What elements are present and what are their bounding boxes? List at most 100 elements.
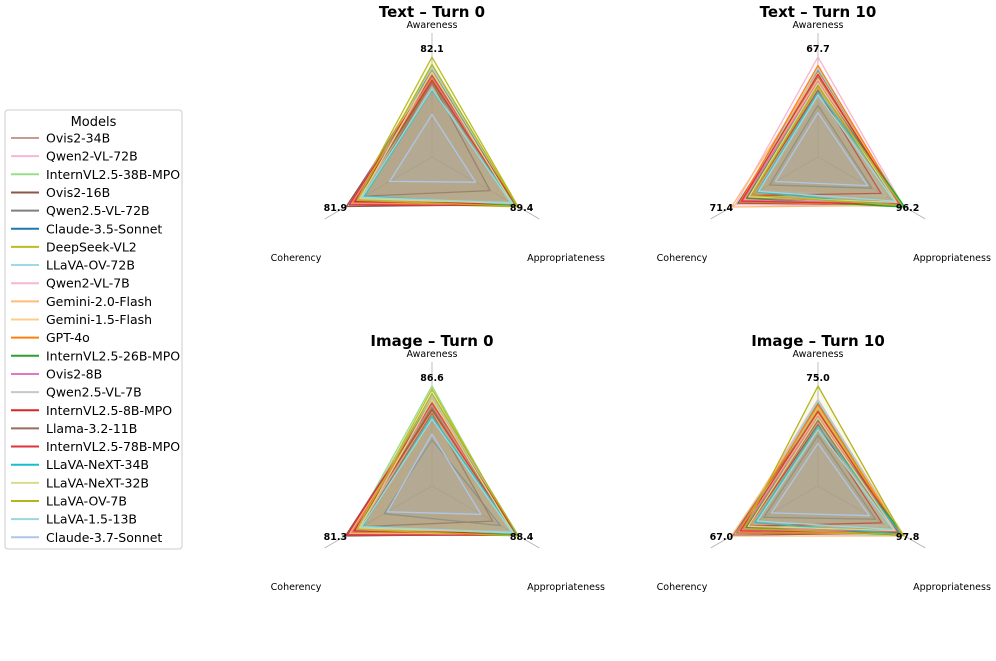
legend-entry: LLaVA-OV-7B <box>11 494 127 509</box>
legend-label: Qwen2.5-VL-72B <box>46 203 150 218</box>
axis-label-awareness: Awareness <box>406 20 457 31</box>
axis-spoke <box>324 156 433 220</box>
series-polygon <box>359 71 514 205</box>
panel-title: Image – Turn 10 <box>751 332 885 350</box>
series-polygon <box>361 88 513 204</box>
legend-label: InternVL2.5-8B-MPO <box>46 403 172 418</box>
legend-label: Ovis2-8B <box>46 366 102 381</box>
legend-entry: Gemini-1.5-Flash <box>11 312 152 327</box>
legend-label: Ovis2-16B <box>46 185 110 200</box>
axis-label-awareness: Awareness <box>406 349 457 360</box>
legend-label: InternVL2.5-38B-MPO <box>46 167 180 182</box>
axis-max-label: 81.9 <box>324 203 347 214</box>
legend-label: Qwen2-VL-72B <box>46 149 138 164</box>
series-polygon <box>389 113 477 183</box>
series-polygon <box>756 429 894 531</box>
axis-max-label: 67.7 <box>806 44 829 55</box>
legend-entry: GPT-4o <box>11 330 90 345</box>
legend-label: Qwen2.5-VL-7B <box>46 385 142 400</box>
legend-entry: Qwen2.5-VL-7B <box>11 385 142 400</box>
legend-label: LLaVA-NeXT-34B <box>46 457 149 472</box>
axis-max-label: 67.0 <box>710 532 734 543</box>
axis-spoke <box>710 156 819 220</box>
axis-max-label: 89.4 <box>510 203 534 214</box>
series-polygon <box>747 417 896 532</box>
axis-max-label: 97.8 <box>896 532 920 543</box>
legend-entry: InternVL2.5-38B-MPO <box>11 167 180 182</box>
panel-title: Text – Turn 10 <box>760 3 877 21</box>
axis-label-coherency: Coherency <box>657 253 708 264</box>
series-polygon <box>750 85 903 206</box>
legend-label: LLaVA-OV-72B <box>46 258 135 273</box>
legend-entry: LLaVA-NeXT-34B <box>11 457 149 472</box>
legend-entry: Qwen2-VL-72B <box>11 149 138 164</box>
axis-label-coherency: Coherency <box>657 582 708 593</box>
legend: Models Ovis2-34B Qwen2-VL-72B InternVL2.5-… <box>4 109 183 550</box>
legend-entry: InternVL2.5-78B-MPO <box>11 439 180 454</box>
legend-entry: InternVL2.5-8B-MPO <box>11 403 172 418</box>
legend-entry: Llama-3.2-11B <box>11 421 137 436</box>
axis-label-awareness: Awareness <box>792 20 843 31</box>
legend-label: LLaVA-OV-7B <box>46 494 127 509</box>
legend-label: LLaVA-NeXT-32B <box>46 475 149 490</box>
legend-box <box>4 109 183 550</box>
axis-max-label: 81.3 <box>324 532 347 543</box>
axis-max-label: 82.1 <box>420 44 443 55</box>
legend-label: InternVL2.5-26B-MPO <box>46 348 180 363</box>
series-polygon <box>756 91 904 207</box>
series-polygon <box>743 385 903 536</box>
axis-spoke <box>817 485 926 549</box>
axis-max-label: 86.6 <box>420 373 444 384</box>
legend-entry: Claude-3.5-Sonnet <box>11 221 162 236</box>
axis-spoke <box>431 485 540 549</box>
legend-label: GPT-4o <box>46 330 90 345</box>
axis-spoke <box>431 156 540 220</box>
series-polygon <box>363 82 491 197</box>
series-polygon <box>742 416 898 533</box>
legend-label: Gemini-2.0-Flash <box>46 294 152 309</box>
panel-title: Text – Turn 0 <box>379 3 485 21</box>
legend-label: Gemini-1.5-Flash <box>46 312 152 327</box>
axis-max-label: 88.4 <box>510 532 534 543</box>
series-polygon <box>355 392 519 537</box>
axis-label-appropriateness: Appropriateness <box>913 582 991 593</box>
legend-label: Ovis2-34B <box>46 131 110 146</box>
legend-label: LLaVA-1.5-13B <box>46 512 137 527</box>
series-polygon <box>770 442 871 517</box>
legend-entry: Ovis2-16B <box>11 185 110 200</box>
legend-label: Claude-3.5-Sonnet <box>46 221 162 236</box>
legend-entry: LLaVA-NeXT-32B <box>11 475 149 490</box>
legend-entry: Ovis2-34B <box>11 131 110 146</box>
axis-spoke <box>324 485 433 549</box>
legend-entry: Qwen2-VL-7B <box>11 276 130 291</box>
series-polygon <box>774 112 869 187</box>
axis-max-label: 71.4 <box>710 203 734 214</box>
axis-max-label: 75.0 <box>806 373 830 384</box>
legend-entry: Claude-3.7-Sonnet <box>11 530 162 545</box>
legend-entry: Gemini-2.0-Flash <box>11 294 152 309</box>
legend-title: Models <box>71 115 117 130</box>
axis-label-coherency: Coherency <box>271 582 322 593</box>
legend-entry: InternVL2.5-26B-MPO <box>11 348 180 363</box>
legend-label: Llama-3.2-11B <box>46 421 137 436</box>
legend-label: InternVL2.5-78B-MPO <box>46 439 180 454</box>
axis-label-appropriateness: Appropriateness <box>913 253 991 264</box>
legend-entry: DeepSeek-VL2 <box>11 239 137 254</box>
series-polygon <box>386 433 482 515</box>
series-polygon <box>763 434 877 520</box>
axis-label-appropriateness: Appropriateness <box>527 582 605 593</box>
series-polygon <box>759 97 887 197</box>
axis-label-coherency: Coherency <box>271 253 322 264</box>
legend-entry: LLaVA-1.5-13B <box>11 512 137 527</box>
legend-label: Claude-3.7-Sonnet <box>46 530 162 545</box>
legend-label: Qwen2-VL-7B <box>46 276 130 291</box>
panel-title: Image – Turn 0 <box>370 332 493 350</box>
legend-entry: Qwen2.5-VL-72B <box>11 203 150 218</box>
legend-entry: LLaVA-OV-72B <box>11 258 135 273</box>
axis-label-awareness: Awareness <box>792 349 843 360</box>
axis-label-appropriateness: Appropriateness <box>527 253 605 264</box>
